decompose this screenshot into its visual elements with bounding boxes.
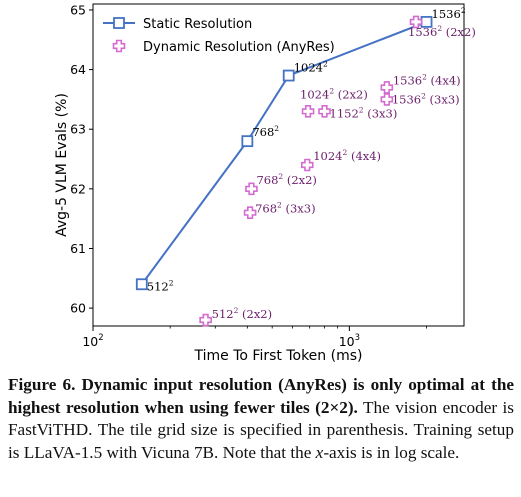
dynamic-point-label: 15362 (4x4)	[393, 72, 461, 87]
static-resolution-point	[241, 135, 254, 148]
x-tick-label: 103	[339, 333, 360, 349]
dynamic-resolution-point	[380, 81, 394, 94]
static-point-label: 10242	[294, 60, 328, 75]
y-axis-label: Avg-5 VLM Evals (%)	[54, 93, 70, 237]
caption-x-variable: x	[315, 442, 324, 462]
legend-dynamic-marker	[112, 39, 126, 53]
data-markers	[135, 15, 433, 327]
y-tick-label: 62	[70, 181, 86, 196]
dynamic-point-label: 11522 (3x3)	[330, 105, 398, 120]
dynamic-resolution-point	[301, 105, 315, 118]
caption-text: The vision encoder is FastViTHD. The til…	[8, 397, 514, 462]
dynamic-resolution-point	[199, 313, 212, 327]
point-labels: 5122 7682 10242 15362 5122 (2x2) 7682 (2x2) 76…	[147, 6, 476, 321]
dynamic-resolution-point	[243, 206, 257, 220]
dynamic-point-label: 5122 (2x2)	[212, 306, 272, 321]
legend-dynamic-label: Dynamic Resolution (AnyRes)	[143, 40, 335, 55]
x-tick-label: 102	[82, 333, 103, 349]
static-point-label: 5122	[147, 278, 174, 293]
dynamic-resolution-point	[318, 105, 331, 118]
dynamic-point-label: 15362 (3x3)	[392, 91, 460, 106]
legend: Static Resolution Dynamic Resolution (Any…	[103, 17, 335, 55]
static-point-label: 7682	[252, 124, 279, 139]
y-tick-label: 63	[70, 122, 86, 137]
y-tick-label: 65	[70, 2, 86, 17]
caption-text-end: -axis is in log scale.	[323, 442, 460, 462]
dynamic-point-label: 10242 (2x2)	[300, 86, 368, 101]
y-tick-label: 60	[70, 301, 86, 316]
dynamic-resolution-point	[409, 15, 423, 29]
caption-bold-text: Dynamic input resolution (AnyRes) is onl…	[8, 375, 515, 417]
y-tick-label: 61	[70, 241, 86, 256]
series-lines	[140, 20, 427, 285]
static-point-label: 15362	[432, 6, 466, 21]
static-resolution-point	[282, 69, 295, 82]
caption-label: Figure 6.	[8, 375, 76, 394]
dynamic-point-label: 10242 (4x4)	[313, 148, 381, 163]
dynamic-resolution-point	[245, 182, 258, 196]
dynamic-point-label: 15362 (2x2)	[408, 24, 476, 39]
dynamic-point-label: 7682 (3x3)	[255, 201, 315, 216]
figure-caption: Figure 6. Dynamic input resolution (AnyR…	[8, 374, 514, 464]
static-resolution-line	[140, 20, 427, 285]
axis-ticks: 60 61 62 63 64 65 102 103	[70, 2, 427, 349]
legend-static-marker	[113, 17, 125, 29]
dynamic-point-label: 7682 (2x2)	[256, 172, 316, 187]
plot-frame	[92, 3, 465, 327]
dynamic-resolution-point	[300, 158, 314, 172]
static-resolution-point	[135, 278, 148, 291]
dynamic-resolution-point	[380, 93, 394, 106]
x-axis-label: Time To First Token (ms)	[194, 348, 363, 364]
y-tick-label: 64	[70, 62, 86, 77]
legend-static-label: Static Resolution	[143, 17, 252, 32]
